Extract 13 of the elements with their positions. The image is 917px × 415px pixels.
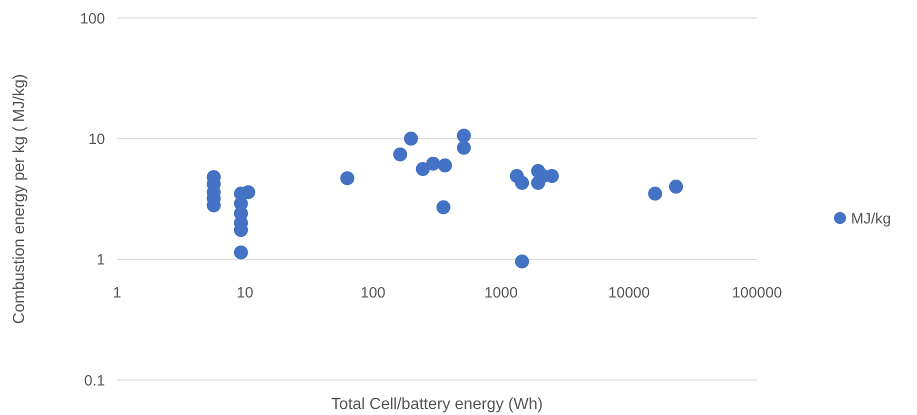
x-tick-label: 1	[112, 284, 122, 302]
y-tick-label: 10	[88, 130, 105, 148]
y-tick-label: 1	[96, 252, 105, 269]
y-tick-label: 100	[80, 10, 105, 28]
x-tick-label: 10	[236, 284, 254, 302]
y-axis-title: Combustion energy per kg ( MJ/kg)	[11, 74, 28, 324]
x-tick-label: 10000	[608, 284, 650, 302]
x-tick-label: 1000	[484, 284, 518, 302]
x-axis-title: Total Cell/battery energy (Wh)	[331, 396, 543, 413]
x-tick-label: 100	[360, 284, 386, 302]
x-tick-label: 100000	[732, 284, 782, 302]
y-tick-label: 0.1	[84, 372, 105, 390]
legend-label: MJ/kg	[851, 210, 892, 228]
